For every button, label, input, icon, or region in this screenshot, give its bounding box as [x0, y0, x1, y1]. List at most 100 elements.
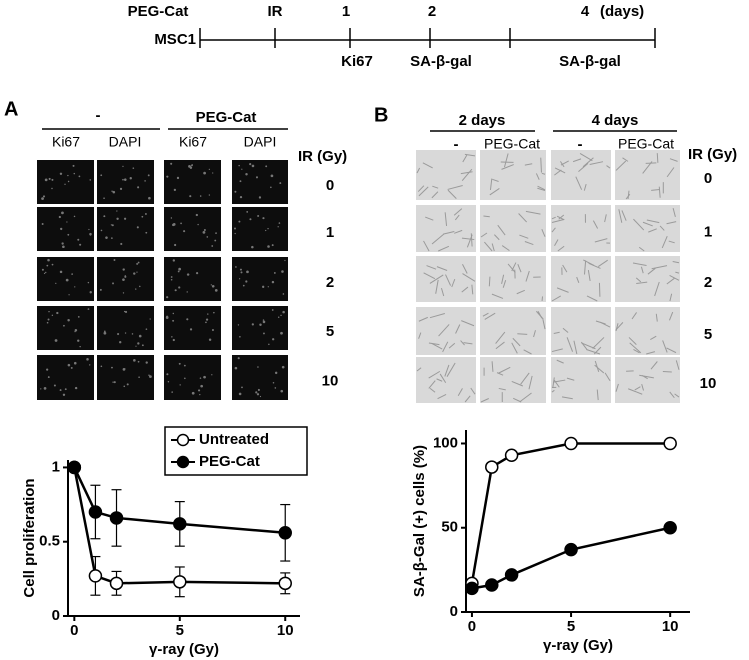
- cell-speck: [239, 278, 241, 280]
- cell-streak: [606, 165, 611, 169]
- cell-streak: [423, 272, 436, 280]
- cell-streak: [666, 221, 677, 225]
- cell-speck: [133, 272, 136, 275]
- cell-speck: [263, 332, 265, 335]
- cell-streak: [553, 379, 566, 383]
- cell-speck: [73, 172, 76, 175]
- cell-speck: [165, 316, 169, 319]
- cell-speck: [139, 285, 141, 288]
- cell-speck: [88, 228, 90, 231]
- data-point: [465, 581, 479, 596]
- cell-streak: [572, 158, 582, 163]
- cell-speck: [138, 376, 140, 379]
- row-label: 2: [326, 274, 334, 291]
- cell-speck: [173, 188, 177, 192]
- cell-speck: [111, 224, 114, 227]
- cell-streak: [575, 176, 583, 190]
- cell-speck: [211, 284, 215, 288]
- cell-speck: [202, 230, 206, 234]
- cell-speck: [274, 371, 278, 375]
- data-point: [109, 511, 124, 525]
- micrograph: [551, 256, 611, 302]
- cell-streak: [553, 331, 560, 334]
- cell-streak: [491, 361, 494, 372]
- cell-speck: [213, 311, 215, 314]
- cell-speck: [235, 266, 237, 268]
- cell-speck: [257, 366, 259, 368]
- cell-streak: [460, 171, 473, 175]
- cell-streak: [672, 261, 680, 264]
- cell-speck: [148, 196, 151, 200]
- micrograph: [97, 207, 154, 251]
- data-point: [663, 436, 677, 451]
- cell-speck: [255, 391, 258, 394]
- data-point: [663, 520, 677, 535]
- cell-speck: [270, 186, 272, 189]
- timeline-day: 4: [581, 3, 590, 20]
- cell-streak: [461, 320, 475, 327]
- cell-streak: [622, 157, 629, 162]
- cell-speck: [166, 175, 169, 178]
- micrograph: [551, 150, 611, 200]
- cell-speck: [172, 312, 175, 315]
- cell-streak: [537, 185, 546, 191]
- cell-speck: [120, 242, 123, 246]
- cell-speck: [174, 243, 177, 247]
- column-header: -: [578, 136, 583, 153]
- group-header: 4 days: [592, 112, 639, 129]
- cell-streak: [418, 332, 422, 339]
- cell-streak: [460, 340, 465, 346]
- cell-speck: [119, 187, 123, 190]
- cell-speck: [262, 319, 265, 321]
- cell-speck: [212, 172, 214, 174]
- cell-streak: [650, 361, 658, 370]
- cell-speck: [136, 226, 139, 229]
- cell-speck: [124, 275, 127, 278]
- cell-streak: [561, 396, 573, 400]
- cell-speck: [67, 363, 71, 367]
- row-label: 1: [704, 223, 712, 240]
- cell-streak: [429, 274, 444, 284]
- y-tick-label: 0: [450, 603, 458, 620]
- cell-streak: [463, 342, 473, 345]
- cell-speck: [186, 273, 190, 276]
- cell-streak: [489, 178, 493, 191]
- cell-streak: [642, 221, 653, 227]
- cell-speck: [137, 342, 140, 345]
- cell-speck: [189, 195, 192, 198]
- cell-speck: [271, 309, 274, 311]
- cell-streak: [523, 349, 532, 355]
- cell-speck: [62, 393, 66, 396]
- cell-streak: [462, 273, 476, 282]
- cell-streak: [443, 230, 455, 235]
- cell-speck: [172, 223, 176, 226]
- cell-speck: [178, 362, 181, 365]
- cell-speck: [72, 164, 75, 167]
- cell-streak: [429, 387, 436, 393]
- cell-streak: [640, 266, 644, 274]
- cell-speck: [66, 221, 68, 223]
- cell-streak: [651, 265, 668, 270]
- data-point: [485, 578, 499, 592]
- cell-streak: [429, 312, 445, 319]
- legend-label: Untreated: [199, 431, 269, 448]
- cell-speck: [56, 311, 59, 315]
- cell-streak: [541, 172, 546, 175]
- cell-speck: [43, 272, 46, 275]
- cell-streak: [520, 372, 530, 385]
- micrograph: [232, 257, 288, 301]
- cell-streak: [551, 295, 561, 302]
- cell-speck: [43, 387, 47, 390]
- cell-streak: [498, 387, 506, 391]
- cell-speck: [271, 280, 275, 284]
- cell-speck: [103, 215, 106, 218]
- micrograph: [416, 205, 476, 252]
- cell-speck: [176, 176, 180, 180]
- cell-speck: [256, 393, 260, 396]
- cell-streak: [576, 276, 580, 284]
- cell-streak: [425, 216, 434, 221]
- cell-streak: [428, 342, 440, 346]
- cell-streak: [556, 287, 569, 293]
- cell-speck: [53, 384, 56, 387]
- cell-speck: [47, 318, 50, 321]
